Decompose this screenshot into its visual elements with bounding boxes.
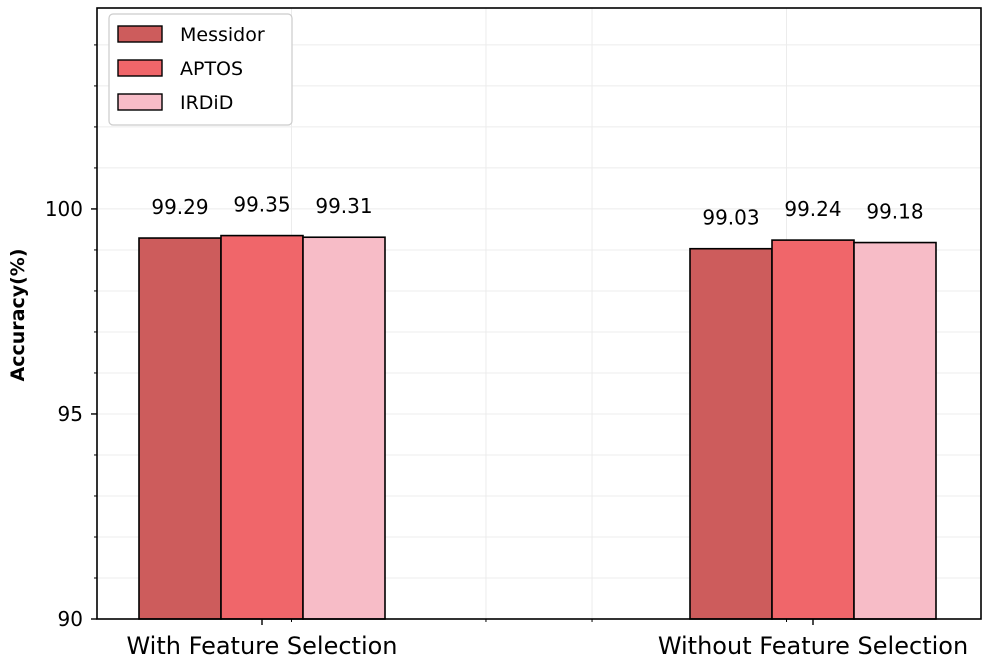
data-label: 99.35 bbox=[233, 193, 290, 217]
data-label: 99.29 bbox=[151, 195, 208, 219]
y-tick-label: 95 bbox=[58, 402, 83, 426]
data-label: 99.03 bbox=[702, 206, 759, 230]
bars-group bbox=[138, 234, 937, 620]
data-labels-group: 99.29 99.03 99.35 99.24 99.31 99.18 bbox=[151, 193, 923, 230]
legend-swatch-irdid bbox=[117, 93, 163, 111]
legend-label: IRDiD bbox=[180, 92, 233, 114]
y-axis-title: Accuracy(%) bbox=[7, 249, 29, 382]
legend: Messidor APTOS IRDiD bbox=[108, 13, 293, 126]
data-label: 99.31 bbox=[315, 194, 372, 218]
legend-swatch-aptos bbox=[117, 59, 163, 77]
y-tick-label: 90 bbox=[58, 607, 83, 631]
legend-label: APTOS bbox=[180, 58, 243, 80]
plot-frame bbox=[96, 7, 982, 620]
y-tick-labels: 90 95 100 bbox=[45, 44, 97, 631]
axes-group bbox=[96, 7, 982, 620]
x-tick-label: With Feature Selection bbox=[126, 632, 397, 660]
bar-irdid-without bbox=[853, 241, 937, 620]
data-label: 99.18 bbox=[866, 200, 923, 224]
bar-messidor-with bbox=[138, 237, 222, 620]
x-tick-label: Without Feature Selection bbox=[658, 632, 968, 660]
legend-label: Messidor bbox=[180, 24, 265, 46]
legend-swatch-messidor bbox=[117, 25, 163, 43]
data-label: 99.24 bbox=[784, 197, 841, 221]
y-tick-label: 100 bbox=[45, 197, 83, 221]
x-tick-labels: With Feature Selection Without Feature Se… bbox=[126, 619, 968, 660]
bar-aptos-with bbox=[220, 234, 304, 620]
bar-aptos-without bbox=[771, 239, 855, 620]
bar-irdid-with bbox=[302, 236, 386, 620]
bar-messidor-without bbox=[689, 247, 773, 620]
